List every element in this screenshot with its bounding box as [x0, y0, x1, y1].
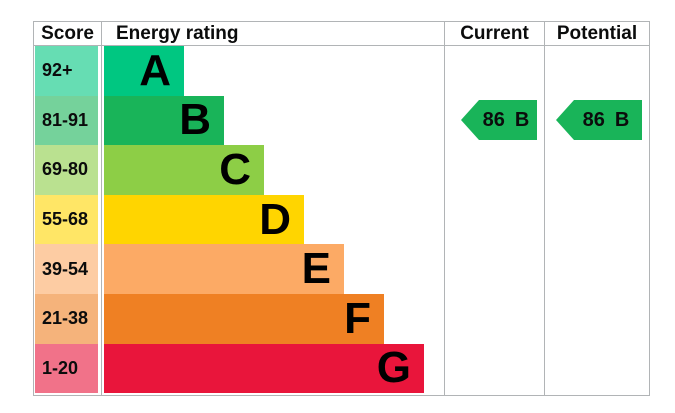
current-arrow-label: 86 B: [475, 100, 537, 140]
score-range-B: 81-91: [35, 95, 98, 146]
band-letter-C: C: [219, 144, 251, 194]
score-row-C: 69-80: [34, 145, 101, 195]
score-range-C: 69-80: [35, 145, 98, 195]
score-range-F: 21-38: [35, 293, 98, 344]
potential-slot-C: [545, 145, 649, 195]
score-row-F: 21-38: [34, 293, 101, 344]
score-range-G: 1-20: [35, 343, 98, 394]
band-bar-G: G: [104, 343, 424, 394]
current-rating-arrow: 86 B: [461, 100, 537, 141]
band-row-F: F: [102, 293, 444, 344]
rating-table: Score 92+ 81-91 69-80 55-68 39-54 21-38 1-20 E…: [33, 21, 650, 396]
potential-rating-arrow: 86 B: [556, 100, 642, 141]
band-letter-G: G: [376, 343, 411, 393]
band-row-B: B: [102, 95, 444, 146]
current-score-value: 86: [482, 108, 505, 131]
band-bar-B: B: [104, 95, 224, 146]
band-letter-D: D: [259, 194, 291, 244]
score-row-B: 81-91: [34, 95, 101, 146]
score-column: Score 92+ 81-91 69-80 55-68 39-54 21-38 1-20: [34, 22, 101, 395]
band-row-C: C: [102, 145, 444, 195]
score-row-A: 92+: [34, 46, 101, 96]
current-slot-C: [445, 145, 544, 195]
potential-rows: 86 B: [545, 46, 649, 393]
potential-slot-D: [545, 195, 649, 245]
current-slot-B: 86 B: [445, 96, 544, 146]
score-row-E: 39-54: [34, 244, 101, 294]
current-rows: 86 B: [445, 46, 544, 393]
score-rows: 92+ 81-91 69-80 55-68 39-54 21-38 1-20: [34, 46, 101, 394]
current-slot-D: [445, 195, 544, 245]
score-range-E: 39-54: [35, 244, 98, 294]
band-bar-F: F: [104, 293, 384, 344]
potential-arrow-label: 86 B: [570, 100, 642, 140]
band-bar-E: E: [104, 244, 344, 294]
current-slot-E: [445, 244, 544, 294]
potential-slot-G: [545, 344, 649, 394]
score-range-D: 55-68: [35, 194, 98, 245]
band-bar-A: A: [104, 46, 184, 96]
band-row-A: A: [102, 46, 444, 96]
band-bar-D: D: [104, 194, 304, 245]
band-row-E: E: [102, 244, 444, 294]
score-row-D: 55-68: [34, 194, 101, 245]
band-row-G: G: [102, 343, 444, 394]
score-header: Score: [34, 22, 101, 46]
potential-slot-A: [545, 46, 649, 96]
current-slot-F: [445, 294, 544, 344]
potential-arrow-shape: [556, 100, 642, 141]
score-row-G: 1-20: [34, 343, 101, 394]
potential-score-value: 86: [582, 108, 605, 131]
potential-column: Potential 86 B: [544, 22, 649, 395]
current-slot-G: [445, 344, 544, 394]
band-bar-C: C: [104, 145, 264, 195]
band-letter-B: B: [179, 95, 211, 145]
score-range-A: 92+: [35, 46, 98, 96]
band-letter-E: E: [301, 244, 331, 294]
energy-rating-header: Energy rating: [102, 22, 444, 46]
band-letter-A: A: [139, 45, 171, 95]
current-arrow-shape: [461, 100, 537, 141]
current-column: Current 86 B: [444, 22, 544, 395]
current-rating-letter: B: [514, 108, 530, 131]
potential-rating-letter: B: [614, 108, 630, 131]
potential-slot-F: [545, 294, 649, 344]
potential-header: Potential: [545, 22, 649, 46]
band-row-D: D: [102, 194, 444, 245]
potential-slot-E: [545, 244, 649, 294]
potential-slot-B: 86 B: [545, 96, 649, 146]
current-header: Current: [445, 22, 544, 46]
current-slot-A: [445, 46, 544, 96]
band-letter-F: F: [344, 293, 371, 343]
